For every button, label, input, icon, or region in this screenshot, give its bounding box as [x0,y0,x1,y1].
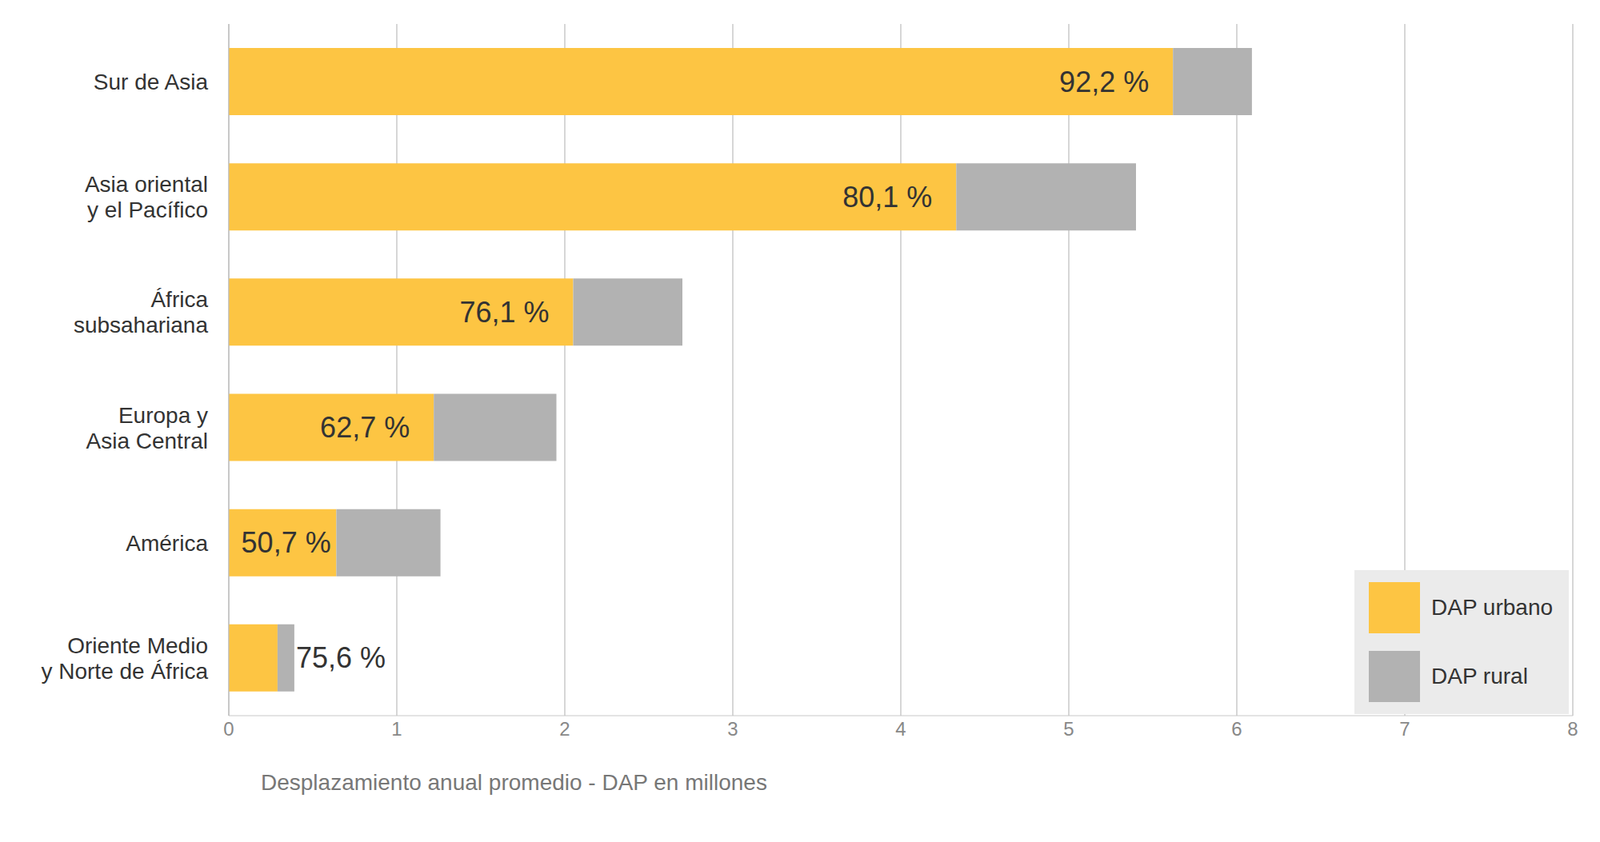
svg-text:Asia oriental: Asia oriental [84,172,208,197]
svg-text:92,2 %: 92,2 % [1059,65,1149,99]
html-text:DAP rural: DAP rural [1431,664,1528,689]
svg-text:1: 1 [391,718,402,740]
html-text:DAP urbano: DAP urbano [1431,595,1553,620]
svg-text:y Norte de África: y Norte de África [40,659,208,684]
svg-text:Sur de Asia: Sur de Asia [93,69,209,95]
svg-text:75,6 %: 75,6 % [296,641,386,675]
svg-text:7: 7 [1399,718,1410,740]
svg-text:2: 2 [559,718,570,740]
svg-text:Asia Central: Asia Central [85,428,208,454]
svg-text:Desplazamiento anual promedio: Desplazamiento anual promedio - DAP en m… [260,770,768,796]
svg-text:6: 6 [1231,718,1242,740]
svg-text:África: África [150,287,208,312]
svg-text:0: 0 [223,718,234,740]
svg-text:Europa y: Europa y [118,403,208,428]
svg-text:5: 5 [1063,718,1074,740]
svg-text:América: América [125,531,208,556]
svg-text:3: 3 [727,718,738,740]
svg-text:subsahariana: subsahariana [73,312,209,338]
svg-text:50,7 %: 50,7 % [241,526,332,560]
svg-text:Oriente Medio: Oriente Medio [67,633,208,659]
svg-text:y el Pacífico: y el Pacífico [87,197,208,223]
svg-text:76,1 %: 76,1 % [459,296,549,329]
svg-text:8: 8 [1567,718,1578,740]
svg-text:4: 4 [895,718,906,740]
svg-text:80,1 %: 80,1 % [842,180,932,214]
svg-text:62,7 %: 62,7 % [320,411,410,444]
